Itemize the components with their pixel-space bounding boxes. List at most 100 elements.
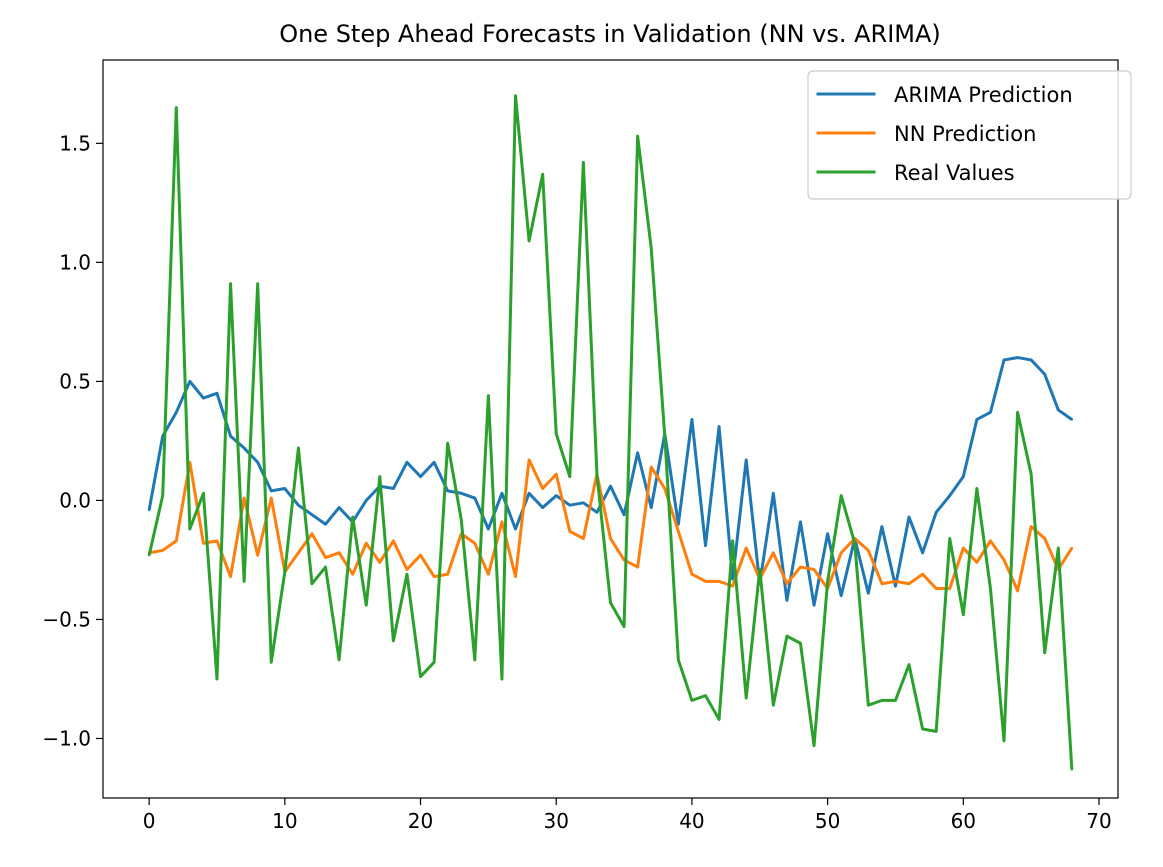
data-point-real-values [677,658,680,662]
data-point-arima-prediction [500,492,504,495]
data-point-nn-prediction [663,487,666,490]
data-point-real-values [297,446,300,450]
y-tick-label: 1.0 [59,250,91,274]
data-point-arima-prediction [1002,358,1006,362]
data-point-nn-prediction [1002,558,1006,562]
data-point-nn-prediction [785,582,789,585]
data-point-real-values [175,106,178,109]
data-point-real-values [1070,768,1074,771]
data-point-nn-prediction [772,551,775,554]
data-point-real-values [690,699,694,702]
data-point-arima-prediction [568,503,571,507]
y-tick-label: −1.0 [42,726,91,750]
data-point-nn-prediction [527,458,531,462]
data-point-arima-prediction [392,487,395,490]
data-point-nn-prediction [324,556,327,559]
legend-label-nn: NN Prediction [894,122,1036,146]
x-tick-label: 10 [272,809,297,833]
data-point-nn-prediction [907,582,911,585]
data-point-arima-prediction [839,594,843,597]
data-point-real-values [365,603,368,607]
data-point-arima-prediction [487,527,490,531]
data-point-arima-prediction [609,484,612,488]
data-point-arima-prediction [921,551,924,554]
data-point-real-values [663,434,666,438]
data-point-real-values [555,432,558,435]
data-point-real-values [785,634,789,638]
data-point-arima-prediction [310,513,314,516]
data-point-arima-prediction [636,451,639,455]
series-layer [147,94,1074,771]
data-point-real-values [975,487,979,490]
data-point-nn-prediction [242,496,246,500]
data-point-nn-prediction [419,553,422,557]
data-point-nn-prediction [731,584,734,588]
data-point-arima-prediction [772,492,775,495]
data-point-arima-prediction [229,434,232,438]
data-point-real-values [270,661,273,664]
data-point-real-values [907,663,911,666]
data-point-real-values [1043,651,1046,654]
data-point-arima-prediction [717,425,721,428]
data-point-nn-prediction [310,532,314,535]
data-point-nn-prediction [392,539,395,543]
data-point-real-values [202,492,205,495]
data-point-arima-prediction [297,503,300,507]
data-point-real-values [704,694,707,697]
data-point-arima-prediction [555,494,558,497]
data-point-nn-prediction [1043,537,1046,540]
data-point-nn-prediction [432,575,436,578]
data-point-real-values [636,134,639,138]
data-point-arima-prediction [419,475,422,478]
data-point-real-values [839,494,843,497]
data-point-real-values [215,677,219,681]
data-point-arima-prediction [731,577,734,581]
data-point-real-values [622,625,626,628]
data-point-real-values [812,744,816,747]
data-point-real-values [527,239,531,243]
data-point-nn-prediction [894,580,897,583]
data-point-real-values [609,601,612,604]
data-point-nn-prediction [1070,546,1074,550]
data-point-arima-prediction [1070,418,1074,421]
data-point-nn-prediction [541,487,544,490]
data-point-real-values [962,613,965,616]
data-point-arima-prediction [1016,356,1019,359]
data-point-nn-prediction [799,565,802,569]
data-point-nn-prediction [636,565,639,569]
legend-label-real: Real Values [894,161,1015,185]
data-point-nn-prediction [487,573,490,576]
data-point-nn-prediction [256,553,259,557]
data-point-arima-prediction [880,525,884,528]
data-point-nn-prediction [1029,525,1033,528]
chart-title: One Step Ahead Forecasts in Validation (… [279,20,941,48]
data-point-nn-prediction [351,573,354,576]
data-point-real-values [867,703,870,707]
data-point-arima-prediction [650,506,653,509]
data-point-real-values [337,658,341,662]
data-point-nn-prediction [880,582,884,585]
data-point-real-values [731,539,734,543]
data-point-nn-prediction [297,551,300,554]
data-point-arima-prediction [962,475,965,478]
data-point-real-values [500,677,504,681]
data-point-nn-prediction [202,542,205,545]
y-tick-label: −0.5 [42,607,91,631]
x-tick-label: 50 [815,809,840,833]
data-point-nn-prediction [934,587,938,590]
data-point-real-values [351,515,354,519]
data-point-real-values [989,587,992,590]
data-point-nn-prediction [650,465,653,469]
legend-label-arima: ARIMA Prediction [894,83,1073,107]
data-point-real-values [378,475,382,478]
data-point-nn-prediction [717,580,721,583]
data-point-arima-prediction [337,506,341,509]
data-point-real-values [541,173,544,176]
data-point-arima-prediction [365,499,368,502]
data-point-arima-prediction [242,446,246,450]
data-point-real-values [595,473,599,476]
data-point-nn-prediction [365,542,368,545]
data-point-arima-prediction [989,411,992,414]
data-point-nn-prediction [446,573,449,576]
